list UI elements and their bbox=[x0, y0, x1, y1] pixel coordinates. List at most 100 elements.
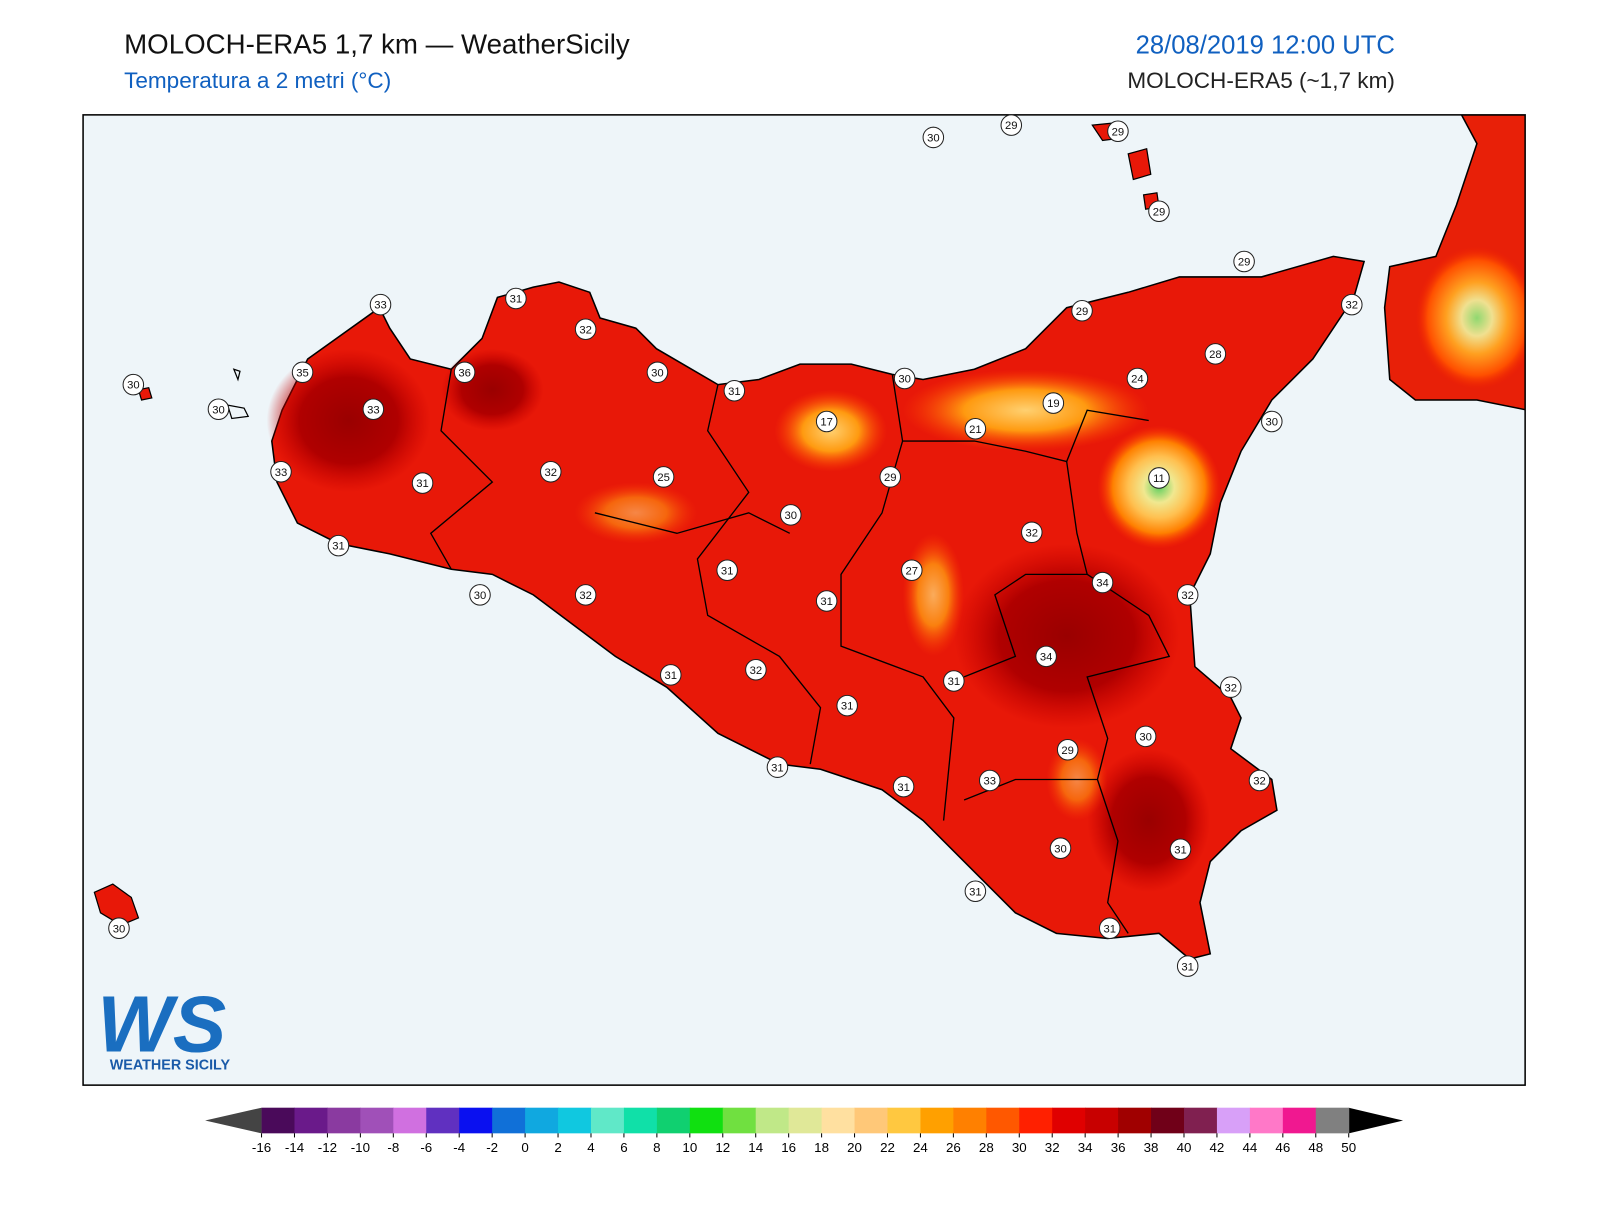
station-marker bbox=[660, 664, 682, 686]
colorbar-tick-label: 16 bbox=[781, 1140, 796, 1155]
title: MOLOCH-ERA5 1,7 km — WeatherSicily bbox=[124, 28, 630, 59]
station-value: 32 bbox=[1225, 682, 1238, 694]
station-marker bbox=[1035, 645, 1057, 668]
station-marker bbox=[1220, 676, 1242, 698]
colorbar-tick-label: 42 bbox=[1210, 1140, 1225, 1155]
colorbar-tick-label: 6 bbox=[620, 1140, 627, 1155]
station-value: 31 bbox=[728, 386, 741, 398]
station-value: 30 bbox=[127, 380, 140, 392]
station-value: 31 bbox=[948, 676, 961, 688]
colorbar-tick-label: 24 bbox=[913, 1140, 928, 1155]
colorbar-swatch bbox=[1216, 1107, 1251, 1134]
colorbar-tick-label: -14 bbox=[285, 1140, 305, 1155]
calabria-heat bbox=[1415, 246, 1526, 390]
station-marker bbox=[1098, 917, 1121, 939]
station-marker bbox=[1056, 738, 1079, 761]
province-borders bbox=[429, 369, 1171, 934]
station-value: 32 bbox=[1253, 776, 1266, 788]
station-value: 35 bbox=[296, 367, 309, 379]
station-value: 30 bbox=[927, 133, 940, 145]
station-marker bbox=[723, 379, 746, 402]
station-marker bbox=[652, 466, 675, 488]
colorbar-tick-label: 44 bbox=[1242, 1140, 1257, 1155]
station-marker bbox=[1148, 467, 1170, 489]
colorbar-under bbox=[205, 1107, 262, 1134]
station-marker bbox=[327, 534, 350, 557]
colorbar-swatch bbox=[953, 1107, 987, 1134]
colorbar-swatch bbox=[360, 1107, 394, 1134]
colorbar-swatch bbox=[722, 1107, 757, 1134]
station-value: 27 bbox=[906, 565, 919, 577]
station-marker bbox=[943, 670, 965, 692]
station-marker bbox=[766, 756, 789, 778]
colorbar-tick-label: 32 bbox=[1045, 1140, 1060, 1155]
station-value: 30 bbox=[474, 590, 487, 602]
colorbar-tick-label: 30 bbox=[1012, 1140, 1027, 1155]
station-value: 31 bbox=[332, 541, 345, 553]
colorbar-tick-label: 28 bbox=[979, 1140, 994, 1155]
colorbar-swatch bbox=[623, 1107, 658, 1134]
colorbar-tick-label: 0 bbox=[521, 1140, 528, 1155]
station-marker bbox=[1091, 571, 1114, 594]
colorbar-swatch bbox=[426, 1107, 460, 1134]
colorbar-swatch bbox=[525, 1107, 559, 1134]
colorbar-swatch bbox=[459, 1107, 493, 1134]
colorbar-swatch bbox=[294, 1107, 328, 1134]
station-value: 21 bbox=[969, 424, 982, 436]
colorbar-tick-label: 18 bbox=[814, 1140, 829, 1155]
station-marker bbox=[901, 559, 923, 582]
station-value: 30 bbox=[898, 374, 911, 386]
station-value: 29 bbox=[1061, 745, 1074, 757]
station-marker bbox=[1204, 343, 1227, 365]
station-marker bbox=[1126, 367, 1149, 390]
station-marker bbox=[1042, 392, 1065, 414]
station-value: 30 bbox=[113, 923, 126, 935]
colorbar-swatch bbox=[1151, 1107, 1185, 1134]
station-value: 30 bbox=[1054, 843, 1067, 855]
colorbar-tick-label: 10 bbox=[682, 1140, 697, 1155]
station-marker bbox=[1107, 120, 1129, 143]
station-marker bbox=[1134, 725, 1157, 748]
station-value: 30 bbox=[1139, 732, 1152, 744]
station-marker bbox=[836, 694, 858, 717]
colorbar-swatch bbox=[558, 1107, 592, 1134]
station-value: 25 bbox=[657, 472, 670, 484]
station-value: 29 bbox=[1112, 126, 1125, 138]
model-label: MOLOCH-ERA5 (~1,7 km) bbox=[1127, 68, 1394, 93]
logo: WS WEATHER SICILY bbox=[97, 979, 230, 1073]
station-marker bbox=[1341, 293, 1363, 316]
station-value: 31 bbox=[841, 701, 854, 713]
colorbar-tick-label: -6 bbox=[420, 1140, 432, 1155]
station-value: 31 bbox=[969, 886, 982, 898]
colorbar-swatch bbox=[1315, 1107, 1350, 1134]
colorbar-swatch bbox=[755, 1107, 790, 1134]
colorbar-swatch bbox=[1019, 1107, 1053, 1134]
colorbar-swatch bbox=[1085, 1107, 1119, 1134]
station-marker bbox=[745, 658, 767, 681]
colorbar-swatch bbox=[854, 1107, 889, 1134]
station-value: 29 bbox=[1238, 257, 1251, 269]
station-marker bbox=[1169, 838, 1192, 860]
station-value: 29 bbox=[1153, 206, 1166, 218]
colorbar-swatch bbox=[821, 1107, 856, 1134]
station-value: 31 bbox=[820, 596, 833, 608]
station-value: 29 bbox=[884, 472, 897, 484]
station-marker bbox=[270, 461, 292, 483]
land bbox=[93, 114, 1526, 960]
station-value: 30 bbox=[1266, 417, 1279, 429]
station-value: 31 bbox=[1103, 923, 1116, 935]
colorbar-tick-label: 50 bbox=[1341, 1140, 1356, 1155]
station-marker bbox=[362, 398, 385, 420]
station-marker bbox=[1049, 837, 1072, 859]
colorbar: -16 -14 -12 -10 -8 -6 -4 -2 0 2 4 6 8 10 12 14 16 18 20 22 2… bbox=[205, 1107, 1404, 1155]
station-value: 34 bbox=[1096, 578, 1109, 590]
colorbar-tick-label: 36 bbox=[1111, 1140, 1126, 1155]
station-marker bbox=[892, 775, 915, 798]
station-marker bbox=[879, 466, 902, 488]
colorbar-swatch bbox=[393, 1107, 427, 1134]
colorbar-swatch bbox=[1183, 1107, 1218, 1134]
colorbar-tick-label: 20 bbox=[847, 1140, 862, 1155]
station-value: 30 bbox=[785, 510, 798, 522]
